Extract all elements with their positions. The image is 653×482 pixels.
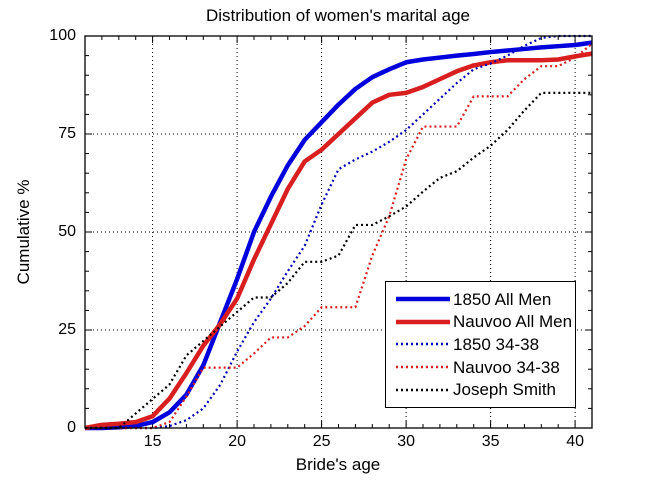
y-tick-label: 75 <box>58 125 76 142</box>
y-tick-label: 50 <box>58 223 76 240</box>
x-tick-label: 30 <box>397 433 415 450</box>
legend-item: Nauvoo All Men <box>395 313 575 330</box>
legend-line-icon <box>396 343 450 346</box>
legend-label: 1850 All Men <box>453 289 552 309</box>
y-tick-label: 0 <box>67 419 76 436</box>
legend-item: 1850 34-38 <box>395 336 575 353</box>
legend: 1850 All Men Nauvoo All Men 1850 34-38 N… <box>385 281 576 408</box>
legend-line-icon <box>396 319 450 325</box>
y-tick-label: 25 <box>58 321 76 338</box>
legend-line-icon <box>396 296 450 302</box>
x-tick-label: 40 <box>566 433 584 450</box>
legend-item: Nauvoo 34-38 <box>395 359 575 376</box>
legend-item: Joseph Smith <box>395 381 575 398</box>
legend-line-icon <box>396 365 450 369</box>
x-axis-label: Bride's age <box>295 455 381 474</box>
chart-title: Distribution of women's marital age <box>205 6 471 25</box>
legend-item: 1850 All Men <box>395 291 575 308</box>
legend-label: Nauvoo All Men <box>453 312 573 332</box>
x-tick-label: 25 <box>312 433 331 450</box>
x-tick-label: 15 <box>143 433 162 450</box>
x-tick-label: 35 <box>481 433 500 450</box>
legend-label: Joseph Smith <box>453 380 556 400</box>
legend-label: 1850 34-38 <box>453 334 540 354</box>
legend-label: Nauvoo 34-38 <box>453 357 560 377</box>
x-tick-label: 20 <box>228 433 246 450</box>
y-tick-label: 100 <box>49 27 76 44</box>
legend-line-icon <box>396 388 450 392</box>
